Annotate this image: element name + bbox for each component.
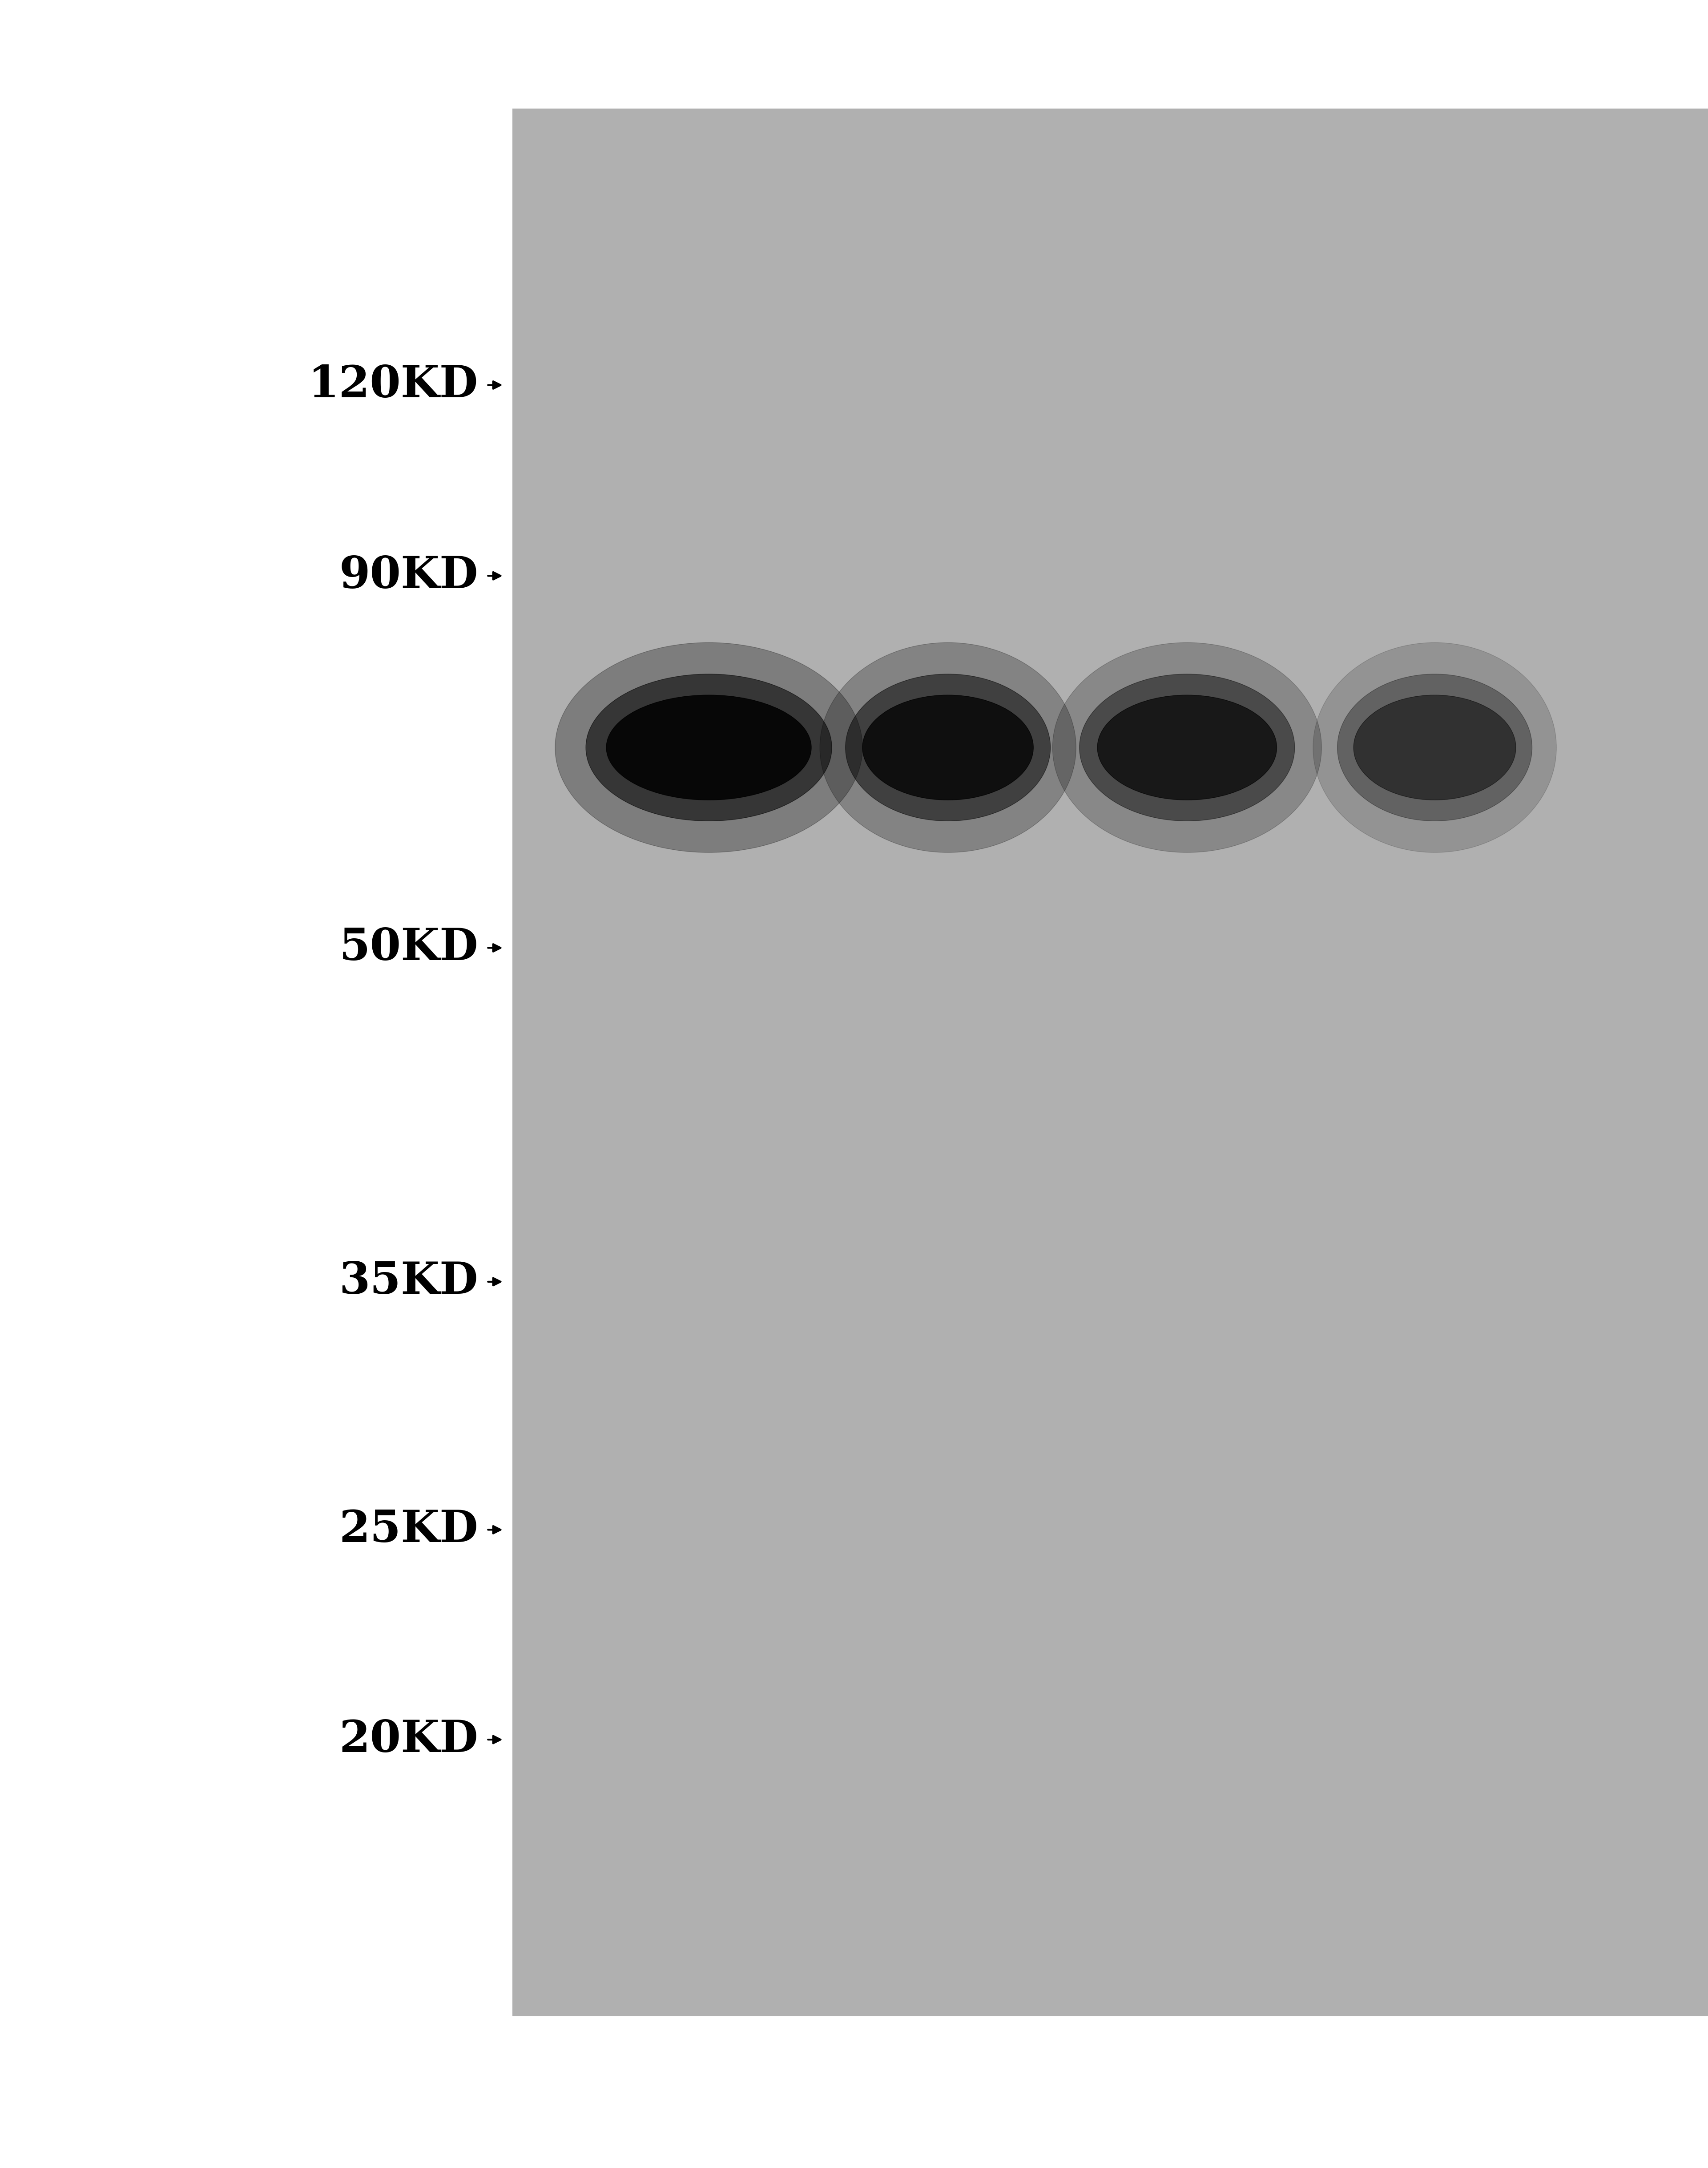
Text: 20KD: 20KD [340, 1717, 478, 1760]
Ellipse shape [555, 642, 863, 852]
FancyArrowPatch shape [488, 572, 500, 579]
Ellipse shape [606, 696, 811, 800]
Ellipse shape [1353, 696, 1517, 800]
Text: 25KD: 25KD [340, 1509, 478, 1552]
FancyArrowPatch shape [488, 943, 500, 952]
FancyArrowPatch shape [488, 1526, 500, 1533]
Ellipse shape [1079, 674, 1295, 822]
Text: 35KD: 35KD [340, 1260, 478, 1303]
Ellipse shape [1337, 674, 1532, 822]
Ellipse shape [820, 642, 1076, 852]
Ellipse shape [1052, 642, 1322, 852]
Ellipse shape [845, 674, 1050, 822]
Text: 90KD: 90KD [340, 555, 478, 598]
Ellipse shape [586, 674, 832, 822]
Text: 50KD: 50KD [340, 926, 478, 969]
Ellipse shape [863, 696, 1033, 800]
FancyArrowPatch shape [488, 1737, 500, 1743]
FancyArrowPatch shape [488, 1277, 500, 1286]
Ellipse shape [1097, 696, 1276, 800]
Ellipse shape [1313, 642, 1556, 852]
FancyBboxPatch shape [512, 108, 1708, 2016]
FancyArrowPatch shape [488, 382, 500, 388]
Text: 120KD: 120KD [307, 364, 478, 408]
